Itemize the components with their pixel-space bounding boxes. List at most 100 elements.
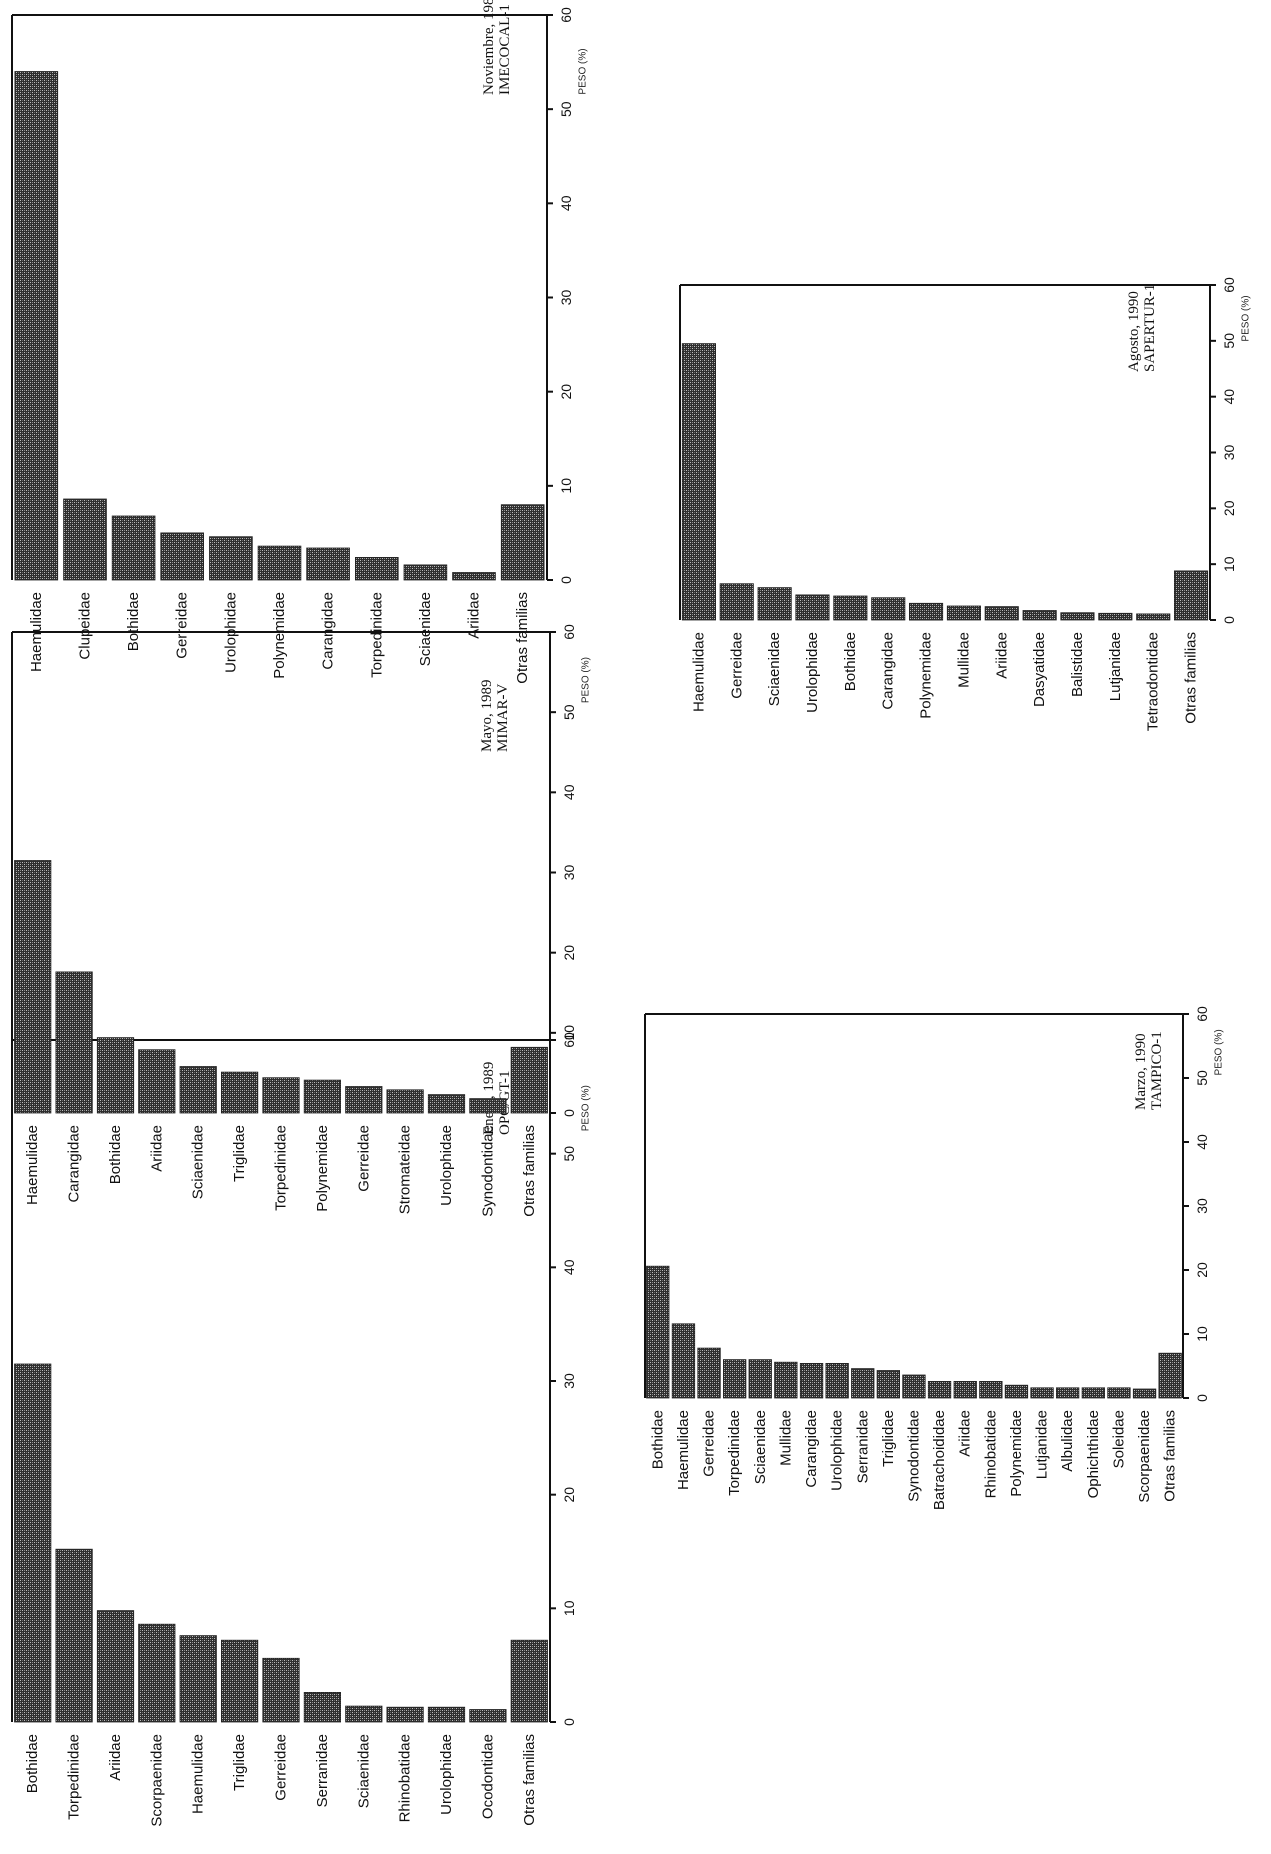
bar-serranidae [303,1692,342,1723]
bar-lutjanidae [1030,1387,1054,1399]
bar-triglidae [220,1071,259,1114]
category-label: Rhinobatidae [397,1734,414,1822]
bar-sciaenidae [345,1705,383,1723]
category-label: Gerreidae [273,1734,290,1801]
axis-label: PESO (%) [578,48,589,94]
category-label: Mullidae [777,1410,794,1466]
tick-label: 40 [561,784,577,800]
category-label: Carangidae [880,632,897,710]
bar-ocodontidae [469,1709,507,1723]
tick-label: 30 [561,865,577,881]
category-label: Ariidae [466,592,483,639]
category-label: Haemulidae [190,1734,207,1814]
bar-mullidae [774,1361,798,1399]
category-label: Triglidae [231,1125,248,1182]
category-label: Sciaenidae [355,1734,372,1808]
bar-otras-familias [1158,1352,1182,1399]
cruise-annotation: IMECOCAL-1 [497,4,513,95]
bar-synodontidae [469,1098,507,1114]
bar-scorpaenidae [1132,1388,1157,1399]
category-label: Otras familias [514,592,531,684]
tick-label: 20 [1194,1262,1210,1278]
category-label: Serranidae [314,1734,331,1807]
bar-stromateidae [386,1089,424,1114]
bar-haemulidae [14,860,52,1114]
tick-label: 20 [558,384,574,400]
cruise-annotation: Mayo, 1989 [479,680,495,753]
tick-label: 60 [1194,1006,1210,1022]
bar-mullidae [946,605,981,621]
bar-balistidae [1060,612,1095,621]
category-label: Gerreidae [701,1410,718,1477]
category-label: Bothidae [125,592,142,651]
category-label: Haemulidae [24,1125,41,1205]
tick-label: 60 [558,7,574,23]
tick-label: 60 [561,1032,577,1048]
category-label: Carangidae [803,1410,820,1488]
bar-gerreidae [345,1086,383,1114]
bar-carangidae [871,597,906,621]
category-label: Gerreidae [355,1125,372,1192]
cruise-annotation: MIMAR-V [495,683,511,752]
bar-ariidae [452,572,496,581]
category-label: Dasyatidae [1031,632,1048,707]
bar-haemulidae [14,71,59,581]
category-label: Lutjanidae [1107,632,1124,701]
bar-carangidae [799,1363,824,1399]
category-label: Ocodontidae [479,1734,496,1819]
category-label: Mullidae [955,632,972,688]
cruise-annotation: Agosto, 1990 [1126,291,1142,372]
bar-polynemidae [303,1079,342,1114]
category-label: Sciaenidae [752,1410,769,1484]
category-label: Urolophidae [804,632,821,713]
category-label: Gerreidae [174,592,191,659]
tick-label: 10 [558,478,574,494]
bar-polynemidae [257,545,302,581]
category-label: Otras familias [521,1125,538,1217]
category-label: Otras familias [1162,1410,1179,1502]
tick-label: 30 [561,1373,577,1389]
category-label: Triglidae [231,1734,248,1791]
tick-label: 30 [1194,1198,1210,1214]
bar-torpedinidae [723,1359,747,1399]
category-label: Torpedinidae [368,592,385,678]
bar-carangidae [55,971,93,1114]
chart-panel-4: Bothidae Haemulidae Gerreidae Torpedinidae S… [644,1006,1225,1510]
category-label: Haemulidae [690,632,707,712]
tick-label: 20 [561,1487,577,1503]
tick-label: 0 [561,1109,577,1117]
bar-torpedinidae [55,1548,93,1723]
category-label: Gerreidae [728,632,745,699]
tick-label: 60 [1221,277,1237,293]
bar-gerreidae [697,1347,721,1399]
tick-label: 10 [1221,556,1237,572]
bar-sciaenidae [403,564,448,581]
bar-triglidae [220,1639,259,1723]
bar-albulidae [1056,1387,1080,1399]
bar-otras-familias [510,1639,548,1723]
category-label: Otras familias [521,1734,538,1826]
category-label: Torpedinidae [66,1734,83,1820]
tick-label: 50 [561,1146,577,1162]
tick-label: 50 [561,704,577,720]
category-label: Sciaenidae [417,592,434,666]
category-label: Scorpaenidae [1136,1410,1153,1503]
category-label: Ariidae [993,632,1010,679]
category-label: Ophichthidae [1085,1410,1102,1498]
category-label: Otras familias [1183,632,1200,724]
category-label: Ariidae [107,1734,124,1781]
category-label: Sciaenidae [766,632,783,706]
chart-panel-3: Haemulidae Clupeidae Bothidae Gerreidae Urol… [11,0,589,684]
category-label: Tetraodontidae [1145,632,1162,731]
bar-haemulidae [681,343,716,621]
bar-ariidae [984,606,1019,621]
bar-soleidae [1107,1387,1131,1399]
bar-torpedinidae [354,557,399,581]
bar-urolophidae [427,1706,466,1723]
bar-sciaenidae [757,587,792,621]
category-label: Clupeidae [77,592,94,660]
tick-label: 0 [558,576,574,584]
axis-label: PESO (%) [581,657,592,703]
bar-urolophidae [825,1363,849,1399]
bar-urolophidae [427,1094,466,1114]
